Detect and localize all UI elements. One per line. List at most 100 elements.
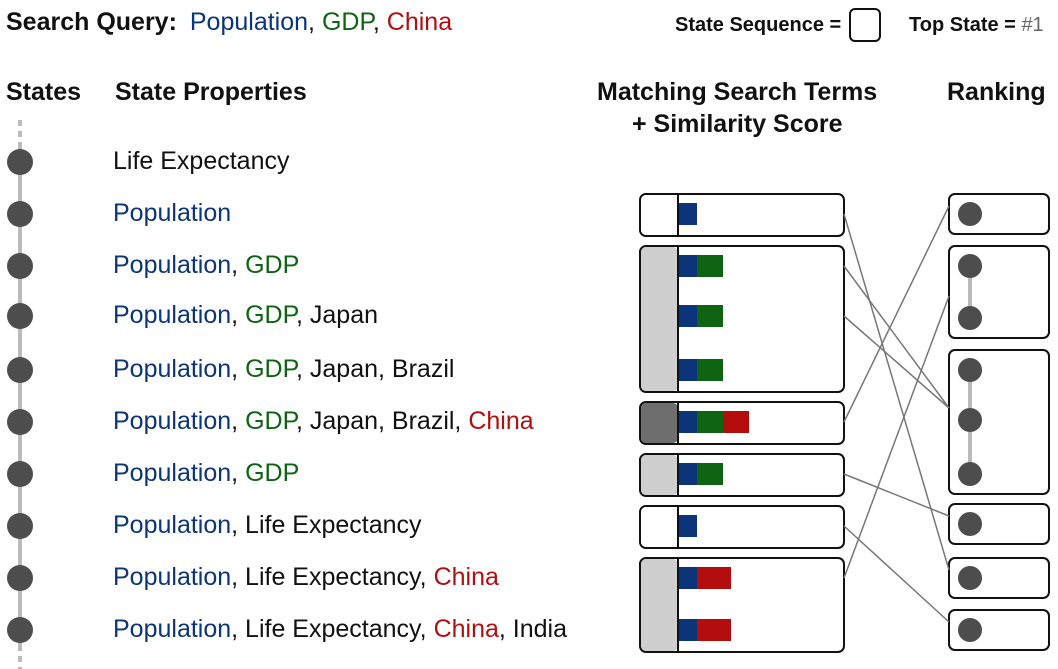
legend-state-sequence: State Sequence = bbox=[675, 14, 842, 36]
property-text: Population bbox=[113, 563, 232, 591]
ranking-dot bbox=[958, 408, 982, 432]
legend-top-state: Top State = #1 bbox=[909, 14, 1044, 36]
state-properties: Population, Life Expectancy, China, Indi… bbox=[113, 615, 567, 644]
search-term: , bbox=[308, 8, 322, 36]
ranking-box bbox=[948, 349, 1050, 495]
header-state-properties: State Properties bbox=[115, 78, 307, 106]
search-term: Population bbox=[189, 8, 309, 36]
score-band bbox=[641, 455, 678, 495]
search-term: China bbox=[386, 8, 453, 36]
property-text: GDP bbox=[245, 301, 297, 329]
term-bar-pop bbox=[679, 567, 697, 589]
header-states: States bbox=[6, 78, 82, 106]
ranking-link bbox=[843, 525, 950, 623]
ranking-dot bbox=[958, 512, 982, 536]
state-dot bbox=[7, 149, 33, 175]
state-properties: Population, GDP, Japan bbox=[113, 301, 378, 330]
state-dot bbox=[7, 617, 33, 643]
legend-top-marker: #1 bbox=[1021, 14, 1044, 36]
property-text: Population bbox=[113, 459, 232, 487]
ranking-link bbox=[843, 473, 950, 517]
property-text: Population bbox=[113, 355, 232, 383]
ranking-link bbox=[843, 315, 950, 409]
term-bar-gdp bbox=[697, 411, 723, 433]
state-dot bbox=[7, 409, 33, 435]
search-query-label: Search Query: bbox=[6, 8, 177, 36]
state-dot bbox=[7, 565, 33, 591]
term-bar-pop bbox=[679, 305, 697, 327]
term-bar-pop bbox=[679, 359, 697, 381]
property-text: , Life Expectancy, bbox=[231, 563, 434, 591]
header-matching-line1: Matching Search Terms bbox=[597, 78, 878, 106]
term-bar-pop bbox=[679, 463, 697, 485]
search-query: Search Query: Population, GDP, China bbox=[6, 8, 452, 37]
property-text: China bbox=[468, 407, 534, 435]
property-text: Population bbox=[113, 511, 232, 539]
term-bar-gdp bbox=[697, 305, 723, 327]
ranking-dot bbox=[958, 254, 982, 278]
state-dot bbox=[7, 253, 33, 279]
search-term: GDP bbox=[321, 8, 373, 36]
property-text: GDP bbox=[245, 355, 297, 383]
property-text: Population bbox=[113, 407, 232, 435]
property-text: China bbox=[433, 563, 499, 591]
state-properties: Population, Life Expectancy bbox=[113, 511, 422, 540]
term-bar-pop bbox=[679, 203, 697, 225]
ranking-link bbox=[843, 265, 950, 409]
term-bar-chn bbox=[697, 619, 731, 641]
term-bar-gdp bbox=[697, 463, 723, 485]
ranking-link bbox=[843, 205, 950, 423]
state-properties: Population, GDP, Japan, Brazil, China bbox=[113, 407, 534, 436]
property-text: , bbox=[231, 355, 246, 383]
term-bar-pop bbox=[679, 411, 697, 433]
state-dot bbox=[7, 303, 33, 329]
search-term: , bbox=[372, 8, 387, 36]
property-text: GDP bbox=[245, 407, 297, 435]
property-text: , Life Expectancy, bbox=[231, 615, 434, 643]
ranking-dot bbox=[958, 202, 982, 226]
header-ranking: Ranking bbox=[947, 78, 1046, 106]
property-text: , India bbox=[498, 615, 568, 643]
ranking-dot bbox=[958, 306, 982, 330]
state-properties: Life Expectancy bbox=[113, 147, 290, 176]
property-text: , Japan, Brazil, bbox=[296, 407, 469, 435]
property-text: , Japan, Brazil bbox=[296, 355, 455, 383]
term-bar-pop bbox=[679, 255, 697, 277]
property-text: , Japan bbox=[296, 301, 379, 329]
property-text: GDP bbox=[245, 251, 300, 279]
ranking-link bbox=[843, 213, 950, 571]
term-bar-pop bbox=[679, 515, 697, 537]
state-properties: Population, GDP, Japan, Brazil bbox=[113, 355, 454, 384]
state-sequence-box bbox=[639, 245, 845, 393]
term-bar-gdp bbox=[697, 359, 723, 381]
property-text: , bbox=[231, 301, 246, 329]
term-bar-gdp bbox=[697, 255, 723, 277]
score-band bbox=[641, 559, 678, 651]
property-text: China bbox=[433, 615, 499, 643]
property-text: Population bbox=[113, 615, 232, 643]
score-band bbox=[641, 247, 678, 391]
score-band bbox=[641, 507, 678, 547]
state-properties: Population, Life Expectancy, China bbox=[113, 563, 499, 592]
search-query-terms: Population, GDP, China bbox=[190, 8, 452, 36]
property-text: , bbox=[231, 459, 246, 487]
property-text: Population bbox=[113, 301, 232, 329]
property-text: Population bbox=[113, 199, 232, 227]
property-text: , Life Expectancy bbox=[231, 511, 422, 539]
header-matching-line2: + Similarity Score bbox=[632, 110, 843, 138]
term-bar-pop bbox=[679, 619, 697, 641]
property-text: Life Expectancy bbox=[113, 147, 290, 175]
property-text: , bbox=[231, 407, 246, 435]
ranking-link bbox=[843, 295, 950, 579]
state-dot bbox=[7, 357, 33, 383]
property-text: GDP bbox=[245, 459, 300, 487]
state-dot bbox=[7, 201, 33, 227]
ranking-dot bbox=[958, 618, 982, 642]
state-properties: Population, GDP bbox=[113, 251, 299, 280]
ranking-dot bbox=[958, 566, 982, 590]
legend-sequence-box bbox=[849, 8, 881, 42]
score-band bbox=[641, 195, 678, 235]
state-dot bbox=[7, 461, 33, 487]
state-dot bbox=[7, 513, 33, 539]
